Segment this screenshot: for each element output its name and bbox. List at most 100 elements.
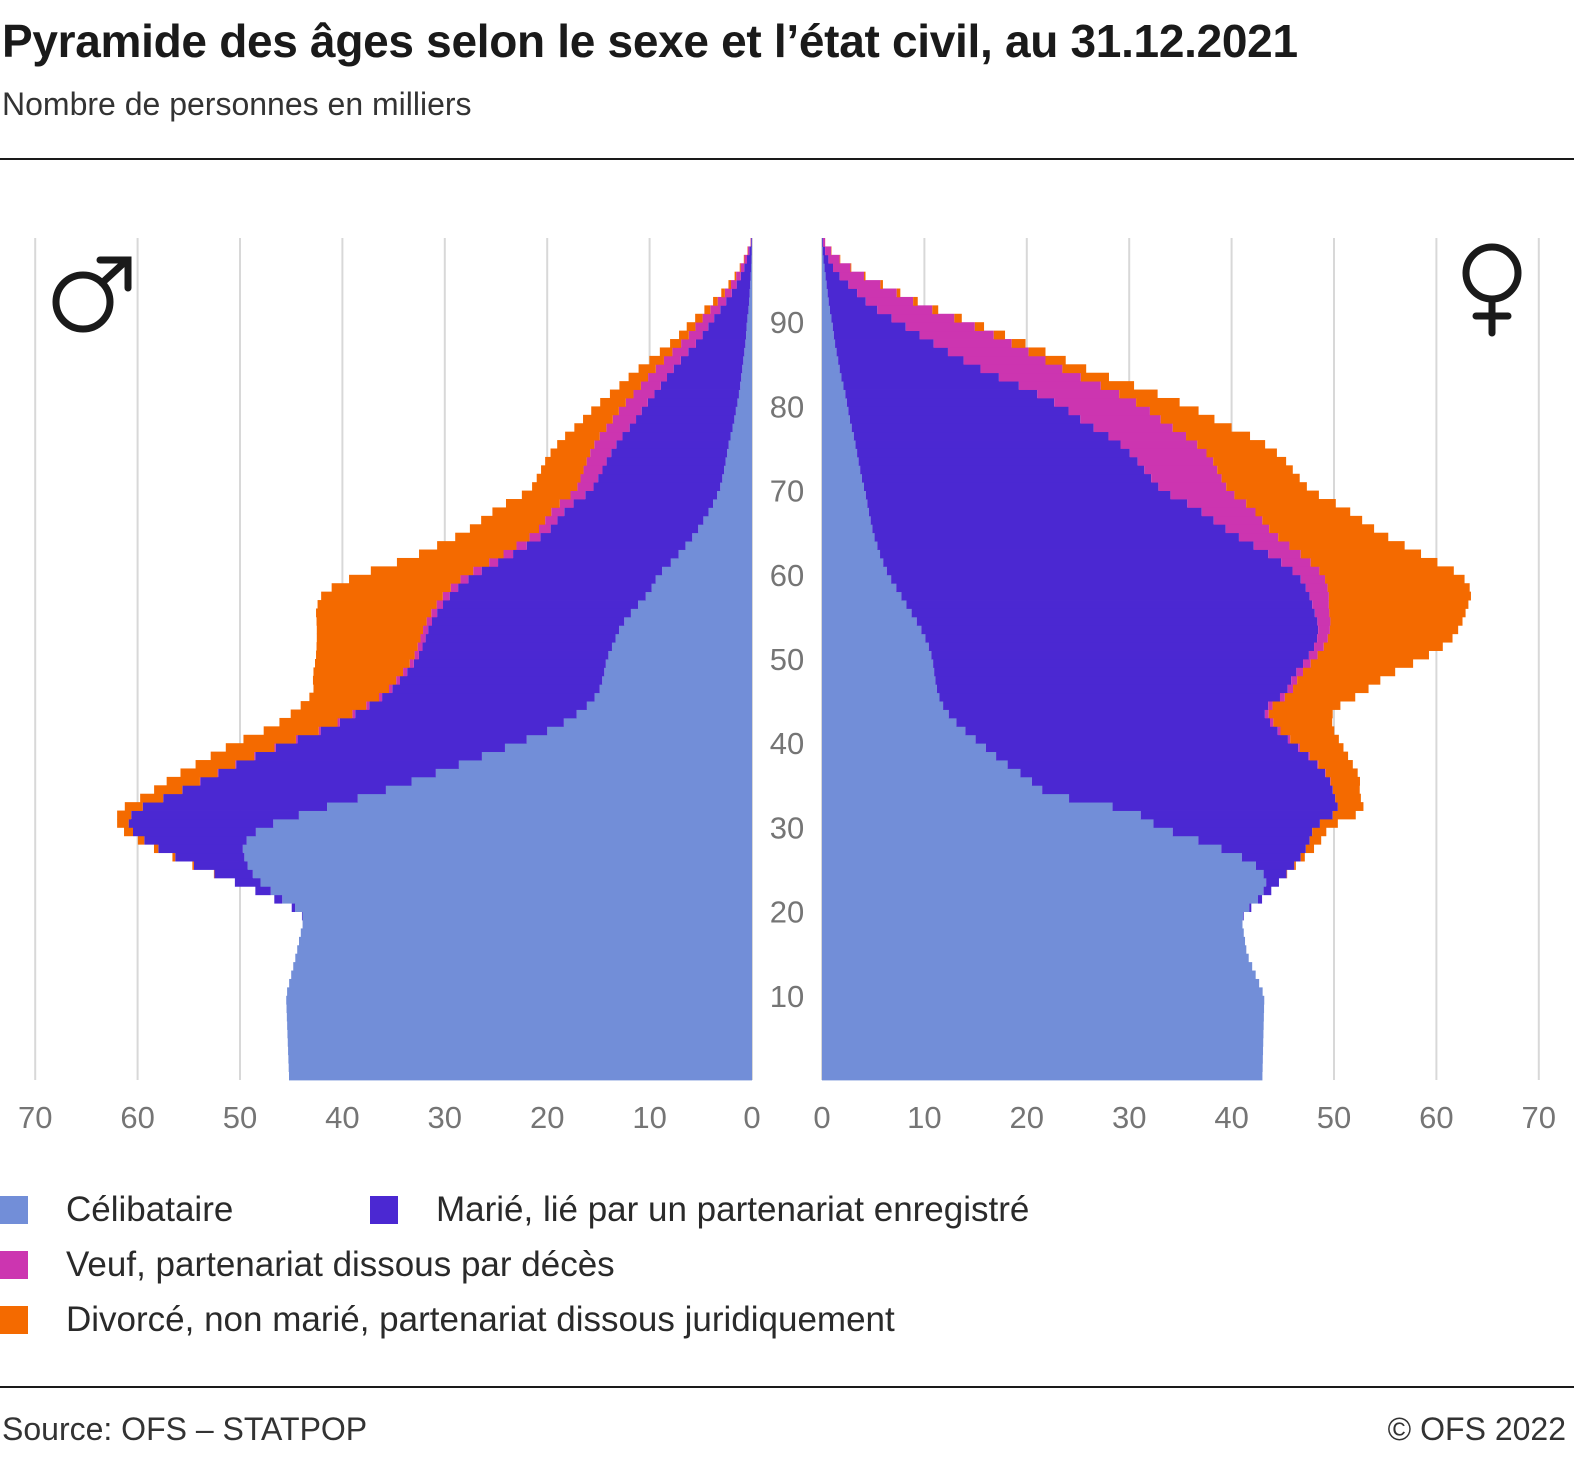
bar-male-divorced [734, 271, 737, 281]
legend-item-widowed: Veuf, partenariat dissous par décès [0, 1245, 615, 1285]
bar-male-married [602, 465, 725, 475]
bar-male-single [547, 726, 752, 736]
bar-male-married [163, 793, 358, 803]
bar-male-married [680, 355, 744, 365]
age-tick-label: 60 [770, 558, 804, 593]
bar-female-widowed [1281, 557, 1311, 567]
age-tick-label: 20 [770, 895, 804, 930]
bar-female-married [857, 448, 1130, 458]
bar-female-married [943, 701, 1269, 710]
bar-male-divorced [213, 869, 215, 879]
bar-female-divorced [1206, 448, 1277, 458]
bar-female-divorced [1172, 423, 1232, 433]
bar-female-divorced [1319, 566, 1454, 576]
bar-male-married [432, 616, 625, 626]
bar-male-divorced [659, 347, 673, 357]
bar-female-widowed [1277, 726, 1281, 736]
bar-male-married [557, 515, 704, 525]
bar-male-divorced [713, 296, 718, 306]
bar-male-divorced [124, 827, 133, 837]
bar-female-single [822, 515, 871, 525]
bar-female-single [822, 566, 887, 576]
bar-male-widowed [740, 263, 745, 273]
bar-female-single [822, 389, 846, 399]
bar-male-married [647, 397, 738, 407]
bar-male-widowed [516, 541, 527, 550]
bar-male-divorced [628, 372, 649, 382]
bar-male-divorced [117, 810, 132, 820]
bar-male-divorced [695, 313, 703, 323]
bar-male-married [422, 642, 612, 651]
bar-female-single [822, 861, 1256, 870]
bar-female-divorced [1197, 440, 1266, 449]
bar-female-married [877, 541, 1254, 550]
bar-female-divorced [1289, 541, 1405, 550]
bar-female-single [822, 1071, 1263, 1081]
bar-female-married [886, 566, 1293, 576]
bar-female-single [822, 1054, 1263, 1064]
bar-male-single [740, 381, 752, 390]
bar-female-married [863, 482, 1159, 491]
x-tick-label-male: 50 [223, 1100, 257, 1135]
bar-male-widowed [442, 591, 450, 601]
bar-female-single [822, 490, 866, 500]
bar-male-single [749, 296, 752, 306]
bar-female-widowed [877, 305, 933, 315]
bar-female-divorced [1262, 515, 1363, 525]
bar-female-divorced [1329, 625, 1459, 635]
bar-female-divorced [1286, 869, 1288, 879]
bar-female-widowed [947, 347, 1029, 357]
bar-male-married [193, 861, 248, 870]
bar-male-married [747, 254, 752, 264]
bar-female-single [822, 978, 1260, 988]
chart-subtitle: Nombre de personnes en milliers [2, 86, 472, 122]
female-symbol-icon [1462, 243, 1522, 337]
bar-female-single [822, 818, 1154, 828]
bar-male-divorced [316, 642, 418, 651]
bar-female-married [1249, 903, 1252, 912]
bar-female-single [822, 431, 854, 441]
bar-female-married [845, 389, 1038, 399]
bar-male-divorced [505, 499, 560, 508]
bar-female-single [822, 499, 868, 508]
bar-male-widowed [254, 751, 256, 761]
x-tick-label-male: 60 [120, 1100, 154, 1135]
bar-male-divorced [316, 633, 421, 643]
bar-male-divorced [137, 835, 145, 845]
bar-female-widowed [1137, 456, 1214, 466]
bar-male-widowed [420, 633, 426, 643]
bar-male-divorced [739, 263, 741, 273]
bar-male-single [742, 364, 752, 374]
bar-male-single [327, 802, 752, 811]
bar-male-married [320, 726, 548, 736]
bar-female-single [822, 726, 966, 736]
bar-male-widowed [545, 515, 558, 525]
bar-female-married [975, 734, 1288, 744]
bar-female-married [828, 296, 866, 306]
bar-male-divorced [316, 650, 415, 660]
bar-female-single [822, 886, 1264, 896]
bar-female-widowed [1292, 566, 1320, 576]
bar-female-single [822, 936, 1246, 946]
bar-male-single [385, 785, 752, 795]
bar-female-single [822, 760, 1008, 769]
bar-male-divorced [721, 288, 725, 298]
bar-male-single [270, 886, 752, 896]
bar-female-widowed [1270, 717, 1274, 727]
bar-male-divorced [492, 507, 552, 517]
bar-female-divorced [1080, 372, 1109, 382]
age-tick-label: 30 [770, 810, 804, 845]
bar-female-married [849, 414, 1081, 424]
bar-male-married [641, 406, 736, 416]
bar-male-divorced [521, 490, 571, 500]
bar-male-single [713, 499, 752, 508]
bar-female-widowed [1268, 549, 1301, 559]
bar-male-single [300, 928, 752, 938]
bar-male-married [144, 835, 247, 845]
bar-female-widowed [1018, 381, 1101, 390]
legend-label-widowed: Veuf, partenariat dissous par décès [66, 1245, 615, 1284]
bar-male-divorced [550, 448, 591, 458]
bar-female-widowed [1268, 701, 1273, 710]
bar-male-married [200, 776, 412, 786]
bar-female-married [874, 532, 1239, 542]
